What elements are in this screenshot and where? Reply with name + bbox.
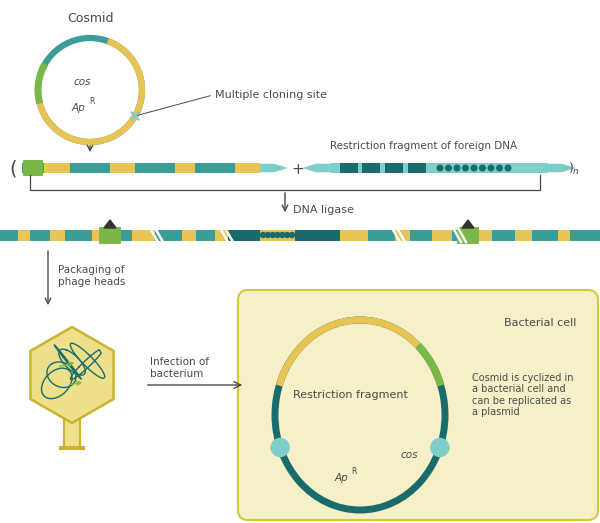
Circle shape [488,165,494,171]
Bar [70,163,110,173]
Polygon shape [462,220,474,228]
Bar [196,230,215,241]
Circle shape [471,165,477,171]
Circle shape [505,165,511,171]
FancyBboxPatch shape [238,290,598,520]
Text: (: ( [9,160,17,178]
Text: Restriction fragment: Restriction fragment [293,390,407,400]
Bar [0,230,18,241]
Text: R: R [351,467,356,476]
Bar [532,230,558,241]
Text: Packaging of
phage heads: Packaging of phage heads [58,265,125,287]
FancyBboxPatch shape [457,227,479,244]
Polygon shape [31,327,113,423]
Circle shape [271,438,289,457]
Bar [228,230,260,241]
Circle shape [446,165,451,171]
Bar [330,163,548,173]
Circle shape [260,233,265,237]
Text: Multiple cloning site: Multiple cloning site [215,90,327,100]
Circle shape [463,165,469,171]
Circle shape [480,165,485,171]
Bar [108,230,132,241]
Text: cos: cos [400,450,418,460]
Circle shape [280,233,285,237]
Bar [492,230,515,241]
Bar [368,230,395,241]
Text: Bacterial cell: Bacterial cell [503,318,576,328]
Bar [195,163,235,173]
Text: +: + [292,162,304,176]
Text: Restriction fragment of foreign DNA: Restriction fragment of foreign DNA [330,141,517,151]
Bar [22,163,44,173]
FancyArrow shape [548,164,576,172]
Circle shape [454,165,460,171]
Circle shape [270,233,275,237]
Bar [570,230,592,241]
Text: Infection of
bacterium: Infection of bacterium [150,357,209,379]
Circle shape [437,165,443,171]
Text: Ap: Ap [71,103,85,113]
Bar [155,230,182,241]
Text: Ap: Ap [335,473,349,483]
Bar [452,230,478,241]
Text: Cosmid is cyclized in
a bacterial cell and
can be replicated as
a plasmid: Cosmid is cyclized in a bacterial cell a… [472,372,573,417]
Polygon shape [104,220,116,228]
Text: )$_n$: )$_n$ [568,161,580,177]
Bar [385,163,403,173]
Circle shape [284,233,290,237]
Text: DNA ligase: DNA ligase [293,205,354,215]
Bar [65,230,92,241]
Bar [135,163,175,173]
Circle shape [275,233,280,237]
Circle shape [497,165,502,171]
Bar [590,230,600,241]
Bar [0,230,600,241]
FancyArrow shape [260,164,288,172]
Bar [64,418,80,448]
FancyBboxPatch shape [23,160,43,176]
Circle shape [265,233,271,237]
FancyBboxPatch shape [99,227,121,244]
Bar [22,163,260,173]
Text: Cosmid: Cosmid [67,12,113,25]
Bar [410,230,432,241]
FancyArrow shape [302,164,330,172]
Bar [408,163,426,173]
Bar [30,230,50,241]
Text: R: R [89,97,95,107]
Bar [295,230,340,241]
Bar [340,163,358,173]
Circle shape [290,233,295,237]
Bar [362,163,380,173]
Text: cos: cos [73,77,91,87]
Circle shape [431,438,449,457]
